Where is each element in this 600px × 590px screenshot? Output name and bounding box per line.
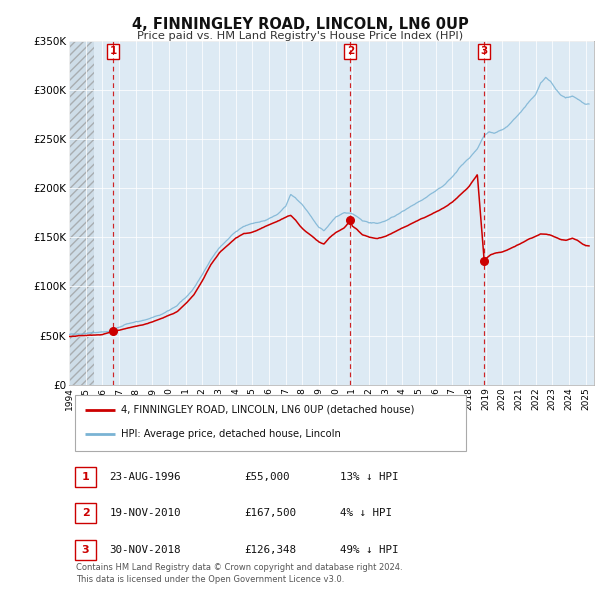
Text: Contains HM Land Registry data © Crown copyright and database right 2024.
This d: Contains HM Land Registry data © Crown c… <box>76 563 403 584</box>
Text: 3: 3 <box>481 47 488 57</box>
Text: 1: 1 <box>82 472 89 482</box>
Bar <box>69 41 94 385</box>
Text: 4, FINNINGLEY ROAD, LINCOLN, LN6 0UP: 4, FINNINGLEY ROAD, LINCOLN, LN6 0UP <box>131 17 469 31</box>
FancyBboxPatch shape <box>75 467 96 487</box>
FancyBboxPatch shape <box>75 395 466 451</box>
Text: 2: 2 <box>82 509 89 519</box>
Text: 3: 3 <box>82 545 89 555</box>
FancyBboxPatch shape <box>75 503 96 523</box>
Text: 23-AUG-1996: 23-AUG-1996 <box>109 472 181 482</box>
Text: HPI: Average price, detached house, Lincoln: HPI: Average price, detached house, Linc… <box>121 428 341 438</box>
Text: 4% ↓ HPI: 4% ↓ HPI <box>340 509 392 519</box>
Text: 19-NOV-2010: 19-NOV-2010 <box>109 509 181 519</box>
Text: £126,348: £126,348 <box>244 545 296 555</box>
Text: 30-NOV-2018: 30-NOV-2018 <box>109 545 181 555</box>
Text: 49% ↓ HPI: 49% ↓ HPI <box>340 545 399 555</box>
Text: Price paid vs. HM Land Registry's House Price Index (HPI): Price paid vs. HM Land Registry's House … <box>137 31 463 41</box>
Text: 4, FINNINGLEY ROAD, LINCOLN, LN6 0UP (detached house): 4, FINNINGLEY ROAD, LINCOLN, LN6 0UP (de… <box>121 405 414 415</box>
FancyBboxPatch shape <box>75 540 96 559</box>
Text: £55,000: £55,000 <box>244 472 290 482</box>
Text: 13% ↓ HPI: 13% ↓ HPI <box>340 472 399 482</box>
Text: 1: 1 <box>109 47 117 57</box>
Text: £167,500: £167,500 <box>244 509 296 519</box>
Text: 2: 2 <box>347 47 354 57</box>
